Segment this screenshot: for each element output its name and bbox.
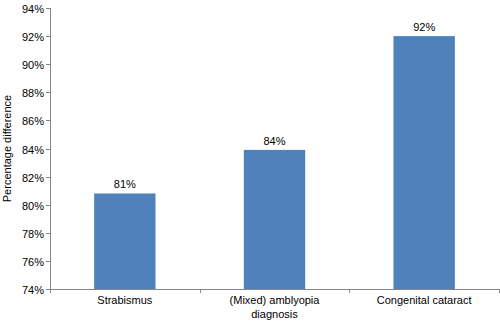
y-tick-label: 90% (22, 59, 44, 71)
x-tick-label-line: diagnosis (251, 308, 298, 320)
x-tick-label: Strabismus (97, 294, 153, 306)
y-tick (46, 289, 50, 290)
y-axis-label: Percentage difference (1, 95, 13, 202)
y-tick (46, 261, 50, 262)
x-tick-label-line: Congenital cataract (377, 294, 472, 306)
x-tick (200, 289, 201, 293)
chart: 74% 76% 78% 80% 82% 84% 86% 88% 90% 92% 94% Strabis… (0, 0, 500, 324)
x-tick-label-line: Strabismus (97, 294, 153, 306)
bar (244, 150, 305, 289)
data-label: 92% (413, 21, 435, 33)
y-tick (46, 36, 50, 37)
bar (94, 193, 155, 289)
y-tick-label: 74% (22, 284, 44, 296)
y-tick (46, 177, 50, 178)
y-tick-label: 94% (22, 3, 44, 15)
y-tick-label: 92% (22, 31, 44, 43)
x-tick (499, 289, 500, 293)
y-tick (46, 149, 50, 150)
x-axis-line (50, 289, 499, 290)
y-tick-label: 88% (22, 87, 44, 99)
y-tick-label: 84% (22, 144, 44, 156)
y-tick-label: 80% (22, 200, 44, 212)
y-tick-label: 86% (22, 115, 44, 127)
y-tick (46, 233, 50, 234)
data-label: 84% (263, 135, 285, 147)
x-tick (349, 289, 350, 293)
data-label: 81% (114, 178, 136, 190)
x-tick-label: (Mixed) amblyopia diagnosis (230, 294, 321, 320)
y-tick (46, 8, 50, 9)
y-tick (46, 120, 50, 121)
bars (94, 36, 455, 289)
y-tick-label: 82% (22, 172, 44, 184)
y-axis-line (50, 8, 51, 289)
bar (393, 36, 454, 289)
x-tick (50, 289, 51, 293)
y-tick (46, 92, 50, 93)
y-tick (46, 64, 50, 65)
y-tick-label: 78% (22, 228, 44, 240)
y-tick (46, 205, 50, 206)
x-tick-label-line: (Mixed) amblyopia (230, 294, 321, 306)
y-tick-label: 76% (22, 256, 44, 268)
x-tick-label: Congenital cataract (377, 294, 472, 306)
